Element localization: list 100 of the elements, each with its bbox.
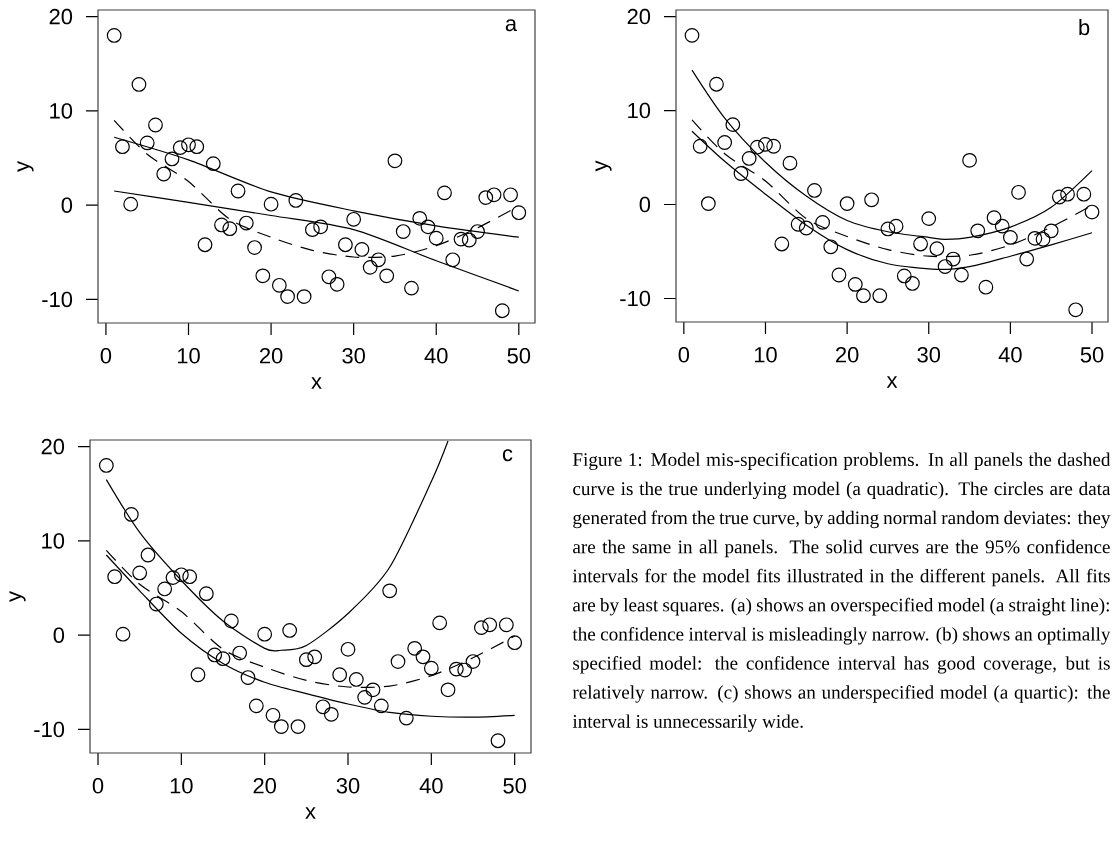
point bbox=[1076, 186, 1092, 202]
point bbox=[280, 289, 295, 304]
point bbox=[265, 707, 281, 723]
point bbox=[856, 288, 871, 304]
point bbox=[1011, 184, 1026, 200]
point bbox=[340, 641, 356, 657]
x-tick-label: 30 bbox=[917, 347, 941, 363]
point bbox=[864, 192, 880, 208]
point bbox=[684, 27, 700, 43]
point bbox=[354, 242, 370, 257]
y-tick-label: -10 bbox=[620, 290, 651, 307]
x-axis-title: x bbox=[886, 376, 898, 388]
point bbox=[390, 654, 406, 669]
point bbox=[733, 166, 749, 181]
point bbox=[994, 218, 1010, 234]
point bbox=[290, 719, 306, 734]
point bbox=[498, 617, 514, 633]
point bbox=[332, 667, 348, 683]
point bbox=[507, 635, 523, 651]
point bbox=[379, 268, 395, 284]
point bbox=[273, 719, 289, 734]
point bbox=[106, 28, 122, 43]
point bbox=[207, 647, 223, 663]
point bbox=[247, 240, 262, 255]
point bbox=[986, 210, 1002, 226]
point bbox=[1035, 231, 1051, 247]
point bbox=[412, 210, 428, 226]
point bbox=[214, 217, 229, 233]
point bbox=[1084, 204, 1100, 220]
y-tick-label: 0 bbox=[639, 196, 651, 213]
y-axis-title: y bbox=[9, 591, 26, 602]
point bbox=[717, 135, 733, 150]
point bbox=[197, 237, 213, 253]
point bbox=[248, 698, 264, 714]
point bbox=[362, 259, 378, 275]
x-tick-label: 0 bbox=[100, 348, 112, 364]
point bbox=[494, 303, 510, 319]
point bbox=[373, 698, 389, 714]
point bbox=[1002, 230, 1018, 245]
x-tick-label: 10 bbox=[754, 347, 777, 363]
point bbox=[692, 138, 708, 154]
point bbox=[282, 623, 298, 638]
point bbox=[348, 672, 364, 687]
point bbox=[365, 682, 381, 698]
point bbox=[847, 277, 863, 292]
point bbox=[503, 187, 518, 203]
point bbox=[823, 239, 839, 255]
point bbox=[123, 507, 139, 522]
point bbox=[157, 581, 173, 597]
point bbox=[725, 117, 741, 133]
point bbox=[465, 654, 481, 669]
chart-title: c bbox=[502, 449, 513, 462]
point bbox=[148, 117, 163, 133]
point bbox=[1068, 302, 1084, 318]
point bbox=[132, 565, 148, 581]
point bbox=[164, 151, 180, 167]
point bbox=[478, 190, 494, 205]
point bbox=[440, 682, 456, 698]
point bbox=[189, 139, 205, 155]
point bbox=[321, 269, 337, 285]
point bbox=[807, 183, 822, 198]
point bbox=[970, 223, 986, 239]
point bbox=[921, 211, 937, 227]
y-tick-label: -10 bbox=[42, 291, 73, 308]
point bbox=[257, 626, 273, 642]
point bbox=[445, 252, 461, 268]
point bbox=[511, 205, 527, 221]
point bbox=[888, 218, 904, 234]
x-tick-label: 40 bbox=[998, 347, 1022, 363]
point bbox=[428, 230, 444, 246]
point bbox=[230, 183, 246, 199]
point bbox=[198, 586, 214, 602]
point bbox=[407, 640, 423, 656]
point bbox=[774, 236, 790, 252]
point bbox=[790, 216, 806, 232]
x-axis-title: x bbox=[305, 807, 316, 819]
point bbox=[490, 733, 506, 749]
y-tick-label: 10 bbox=[628, 102, 651, 119]
chart-title: b bbox=[1079, 19, 1090, 36]
point bbox=[709, 76, 724, 92]
y-tick-label: 10 bbox=[50, 103, 73, 119]
x-tick-label: 30 bbox=[336, 778, 360, 794]
point bbox=[222, 221, 238, 237]
point bbox=[420, 219, 436, 235]
point bbox=[115, 626, 131, 642]
point bbox=[470, 224, 485, 239]
x-tick-label: 20 bbox=[259, 348, 283, 364]
x-tick-label: 10 bbox=[177, 348, 200, 364]
y-axis-title: y bbox=[595, 160, 612, 172]
x-tick-label: 30 bbox=[342, 348, 365, 364]
point bbox=[123, 196, 139, 212]
point bbox=[382, 583, 398, 599]
point bbox=[296, 289, 312, 304]
y-tick-label: 20 bbox=[49, 8, 73, 25]
point bbox=[486, 187, 502, 203]
point bbox=[872, 288, 888, 304]
point bbox=[323, 706, 339, 722]
x-tick-label: 50 bbox=[503, 778, 526, 794]
point bbox=[896, 268, 912, 284]
x-tick-label: 40 bbox=[419, 778, 443, 794]
